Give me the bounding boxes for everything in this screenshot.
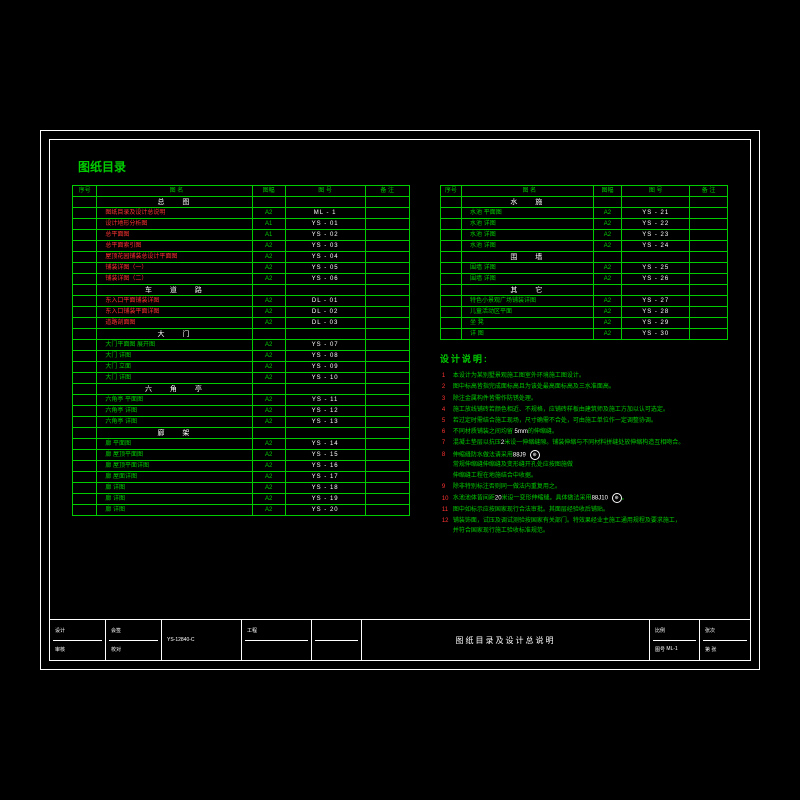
note-item: 3除注金属构件皆需作防锈处理。 — [442, 394, 728, 404]
table-row: 大门 详图A2YS - 10 — [73, 373, 410, 384]
table-row: 详 图A2YS - 30 — [440, 329, 727, 340]
note-item: 8伸缩缝防水做法请采用88J9 ⊕常规伸缩缝伸缩缝及变形缝开孔处应按图施做伸缩缝… — [442, 450, 728, 481]
page-title: 图纸目录 — [78, 158, 728, 175]
table-row: 廊 屋面详图A2YS - 17 — [73, 472, 410, 483]
hdr-name: 图 名 — [97, 186, 252, 197]
table-row: 总平面图A1YS - 02 — [73, 230, 410, 241]
table-row: 廊 屋顶平面图A2YS - 15 — [73, 450, 410, 461]
section-row: 水 施 — [440, 197, 727, 208]
table-row: 总平面索引图A2YS - 03 — [73, 241, 410, 252]
table-left: 序号 图 名 图幅 图 号 备 注 总 图图纸目录及设计总说明A2ML - 1设… — [72, 185, 410, 565]
table-row: 大门 立面A2YS - 09 — [73, 362, 410, 373]
table-row: 大门 详图A2YS - 08 — [73, 351, 410, 362]
table-header-row: 序号 图 名 图幅 图 号 备 注 — [440, 186, 727, 197]
tb-num: ML-1 — [666, 646, 677, 652]
table-row: 东入口铺装平面详图A2DL - 02 — [73, 307, 410, 318]
table-row: 水池 平面图A2YS - 21 — [440, 208, 727, 219]
title-block: 设计 审核 会签 校对 YS-12840-C 工程 图纸目录及设计总说明 比例 … — [49, 619, 751, 661]
table-row: 水池 详图A2YS - 23 — [440, 230, 727, 241]
table-row: 图纸目录及设计总说明A2ML - 1 — [73, 208, 410, 219]
tb-sheet: 第 张 — [705, 646, 716, 653]
tb-code: YS-12840-C — [165, 622, 238, 658]
table-row: 廊 详图A2YS - 20 — [73, 505, 410, 516]
note-item: 1本设计为某别墅景观施工图室外环境施工图设计。 — [442, 371, 728, 381]
table-row: 坐 凳A2YS - 29 — [440, 318, 727, 329]
table-row: 铺装详图（二）A2YS - 06 — [73, 274, 410, 285]
table-row: 廊 详图A2YS - 19 — [73, 494, 410, 505]
note-item: 4施工放线铺砖若颜色相近、不规格，应铺砖样板由建筑师及施工方加以认可选定。 — [442, 405, 728, 415]
table-right: 序号 图 名 图幅 图 号 备 注 水 施水池 平面图A2YS - 21水池 详… — [440, 185, 728, 565]
note-item: 9除非特别标注否则同一做法内重复用之。 — [442, 482, 728, 492]
hdr-fmt: 图幅 — [252, 186, 285, 197]
drawing-index-table-1: 序号 图 名 图幅 图 号 备 注 总 图图纸目录及设计总说明A2ML - 1设… — [72, 185, 410, 516]
section-row: 车 道 路 — [73, 285, 410, 296]
table-row: 水池 详图A2YS - 24 — [440, 241, 727, 252]
hdr-num: 图 号 — [622, 186, 690, 197]
hdr-num: 图 号 — [285, 186, 365, 197]
table-row: 儿童活动区平面A2YS - 28 — [440, 307, 727, 318]
tb-num-lbl: 图号 — [655, 646, 665, 653]
notes-title: 设计说明: — [440, 352, 728, 367]
tb-proj: 工程 — [245, 622, 308, 641]
tb-review: 审核 — [53, 641, 102, 659]
note-item: 11图中如标示应按国家现行合法审批。其面层经验收后铺贴。 — [442, 505, 728, 515]
table-row: 围墙 详图A2YS - 26 — [440, 274, 727, 285]
section-row: 总 图 — [73, 197, 410, 208]
section-row: 六 角 亭 — [73, 384, 410, 395]
table-row: 廊 详图A2YS - 18 — [73, 483, 410, 494]
content-columns: 序号 图 名 图幅 图 号 备 注 总 图图纸目录及设计总说明A2ML - 1设… — [72, 185, 728, 565]
drawing-index-table-2: 序号 图 名 图幅 图 号 备 注 水 施水池 平面图A2YS - 21水池 详… — [440, 185, 728, 340]
drawing-sheet: 图纸目录 序号 图 名 图幅 图 号 备 注 总 图图纸目录及设计总说明A2ML… — [40, 130, 760, 670]
table-row: 六角亭 详图A2YS - 13 — [73, 417, 410, 428]
hdr-fmt: 图幅 — [593, 186, 622, 197]
section-row: 其 它 — [440, 285, 727, 296]
table-row: 大门平面图 展开图A2YS - 07 — [73, 340, 410, 351]
tb-sheet-lbl: 张次 — [705, 627, 715, 634]
table-row: 六角亭 平面图A2YS - 11 — [73, 395, 410, 406]
table-row: 屋顶花园铺装总设计平面图A2YS - 04 — [73, 252, 410, 263]
table-row: 设计地形分析图A1YS - 01 — [73, 219, 410, 230]
table-row: 水池 详图A2YS - 22 — [440, 219, 727, 230]
hdr-seq: 序号 — [73, 186, 97, 197]
table-header-row: 序号 图 名 图幅 图 号 备 注 — [73, 186, 410, 197]
inner-frame: 图纸目录 序号 图 名 图幅 图 号 备 注 总 图图纸目录及设计总说明A2ML… — [49, 139, 751, 661]
tb-design: 设计 — [53, 622, 102, 641]
section-row: 大 门 — [73, 329, 410, 340]
hdr-note: 备 注 — [690, 186, 728, 197]
note-item: 6不同材质铺装之间均留 5mm的伸缩缝。 — [442, 427, 728, 437]
table-row: 特色小景观广场铺装详图A2YS - 27 — [440, 296, 727, 307]
section-row: 围 墙 — [440, 252, 727, 263]
table-row: 廊 平面图A2YS - 14 — [73, 439, 410, 450]
tb-main-title: 图纸目录及设计总说明 — [362, 620, 650, 660]
section-row: 廊 架 — [73, 428, 410, 439]
design-notes: 设计说明: 1本设计为某别墅景观施工图室外环境施工图设计。2图中标高皆指完成面标… — [440, 352, 728, 536]
table-row: 东入口平面铺装详图A2DL - 01 — [73, 296, 410, 307]
note-item: 12铺装饰面，试压及调试测验按国家有关部门。特效果经业主施工通用规程及要求施工，… — [442, 516, 728, 536]
note-item: 10水池池体皆间距20米设一变形伸缩缝。具体做法采用88J10 ⊕。 — [442, 493, 728, 504]
table-row: 六角亭 详图A2YS - 12 — [73, 406, 410, 417]
tb-sign: 会签 — [109, 622, 158, 641]
tb-scale-lbl: 比例 — [655, 627, 665, 634]
note-item: 2图中标高皆指完成面标高且为该处最高面标高及三水准面高。 — [442, 382, 728, 392]
hdr-name: 图 名 — [462, 186, 594, 197]
note-item: 5若过定时需结合施工现场，尺寸确需不合处，可由施工单位作一定调整协调。 — [442, 416, 728, 426]
table-row: 铺装详图（一）A2YS - 05 — [73, 263, 410, 274]
table-row: 围墙 详图A2YS - 25 — [440, 263, 727, 274]
table-row: 廊 屋顶平面详图A2YS - 16 — [73, 461, 410, 472]
table-row: 道路剖面图A2DL - 03 — [73, 318, 410, 329]
hdr-note: 备 注 — [365, 186, 409, 197]
hdr-seq: 序号 — [440, 186, 461, 197]
tb-check: 校对 — [109, 641, 158, 659]
note-item: 7混凝土垫层以抗压2米设一伸缩缝隙。铺装伸缩与不同材料拼缝处放伸缩构造互相吻合。 — [442, 438, 728, 448]
